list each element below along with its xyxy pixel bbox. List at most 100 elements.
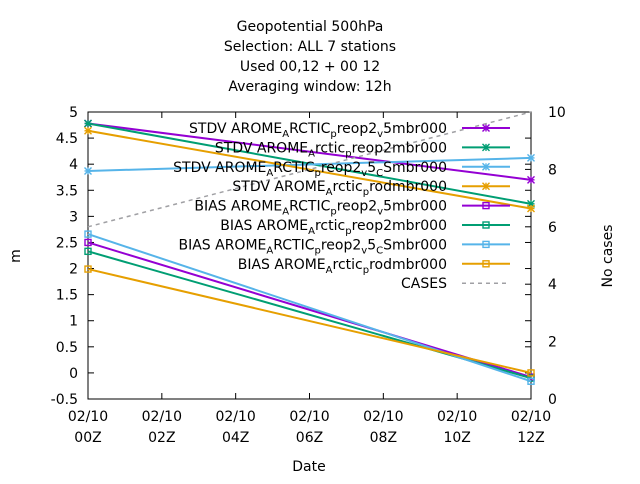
title-line: Selection: ALL 7 stations	[224, 39, 396, 55]
data-point	[84, 247, 92, 256]
legend-label: BIAS AROMEArcticpreop2mbr000	[220, 218, 447, 237]
legend-subscript: C	[376, 245, 383, 256]
legend-text: BIAS AROME	[220, 218, 308, 234]
marker-stroke	[482, 162, 490, 171]
legend-subscript: p	[363, 187, 369, 198]
title-line: Used 00,12 + 00 12	[240, 59, 380, 75]
legend-text: reop2	[321, 237, 361, 253]
legend-marker	[482, 162, 490, 171]
legend-label: BIAS AROMEArcticprodmbr000	[238, 257, 447, 276]
data-point	[84, 166, 92, 175]
y-axis: -0.5 0 0.5 1 1.5 2 2.5 3 3.5 4 4.5 5	[51, 105, 531, 408]
x-tick-label-hour: 08Z	[370, 430, 397, 446]
legend-marker	[482, 240, 490, 249]
y-tick-label: 1	[69, 314, 78, 330]
series-line	[87, 122, 532, 181]
y2-axis-label: No cases	[600, 225, 616, 288]
x-tick-label-date: 02/10	[68, 409, 108, 425]
legend-text: reop2	[321, 160, 361, 176]
x-tick-label-date: 02/10	[363, 409, 403, 425]
x-tick-label-date: 02/10	[142, 409, 182, 425]
legend-label: STDV AROMEArcticpreop2mbr000	[215, 140, 447, 159]
legend-subscript: A	[266, 168, 273, 179]
legend-text: rctic	[333, 257, 363, 273]
legend-text: 5	[367, 237, 376, 253]
legend-text: 5mbr000	[383, 121, 447, 137]
marker-stroke	[84, 166, 92, 175]
y-tick-label: 0	[69, 366, 78, 382]
series-line	[87, 129, 532, 210]
y-tick-label: 4	[69, 157, 78, 173]
legend-subscript: p	[345, 148, 351, 159]
x-tick-label-hour: 12Z	[517, 430, 544, 446]
legend-marker	[482, 260, 490, 268]
y-axis-label: m	[8, 249, 24, 263]
y2-tick-label: 6	[548, 220, 557, 236]
y-tick-label: 5	[69, 105, 78, 121]
legend-marker	[482, 182, 490, 191]
legend-label: STDV AROMEARCTICpreop2v5CSmbr000	[173, 160, 447, 179]
y-tick-label: -0.5	[51, 392, 78, 408]
data-point	[84, 126, 92, 135]
legend-label: STDV AROMEARCTICpreop2v5mbr000	[189, 121, 447, 140]
marker-stroke	[84, 126, 92, 135]
x-tick-label-hour: 10Z	[443, 430, 470, 446]
legend-subscript: p	[315, 168, 321, 179]
marker-stroke	[482, 143, 490, 152]
data-point	[527, 153, 535, 162]
legend-subscript: v	[377, 207, 383, 218]
legend-subscript: A	[282, 129, 289, 140]
y2-tick-label: 10	[548, 105, 566, 121]
legend-subscript: A	[266, 245, 273, 256]
legend-text: rctic	[315, 218, 345, 234]
legend-text: STDV AROME	[173, 160, 266, 176]
legend-text: RCTIC	[273, 237, 314, 253]
legend-text: BIAS AROME	[194, 199, 282, 215]
data-point	[84, 119, 92, 128]
legend-text: BIAS AROME	[178, 237, 266, 253]
y2-tick-label: 2	[548, 335, 557, 351]
x-tick-label-date: 02/10	[437, 409, 477, 425]
marker-stroke	[527, 175, 535, 184]
x-tick-label-date: 02/10	[215, 409, 255, 425]
data-point	[527, 175, 535, 184]
data-point	[84, 265, 92, 273]
legend-text: reop2mbr000	[352, 218, 447, 234]
legend-text: STDV AROME	[189, 121, 282, 137]
data-point	[527, 369, 535, 377]
x-axis: 02/10 00Z 02/10 02Z 02/10 04Z 02/10 06Z 02/10 08Z…	[68, 112, 551, 446]
legend-subscript: A	[282, 207, 289, 218]
y2-tick-label: 8	[548, 162, 557, 178]
data-point	[84, 230, 92, 238]
legend-marker	[482, 143, 490, 152]
legend-subscript: p	[345, 226, 351, 237]
legend-text: rctic	[333, 179, 363, 195]
legend-marker	[482, 201, 490, 210]
legend-text: reop2	[337, 121, 377, 137]
x-tick-label-hour: 02Z	[148, 430, 175, 446]
legend-subscript: p	[315, 245, 321, 256]
series-line	[87, 233, 532, 383]
y-tick-label: 3.5	[56, 183, 78, 199]
x-tick-label-hour: 04Z	[222, 430, 249, 446]
x-tick-label-hour: 06Z	[296, 430, 323, 446]
legend-subscript: A	[308, 148, 315, 159]
x-axis-label: Date	[292, 459, 325, 475]
y-tick-label: 0.5	[56, 340, 78, 356]
legend-text: BIAS AROME	[238, 257, 326, 273]
data-point	[527, 204, 535, 213]
legend-text: 5	[367, 160, 376, 176]
legend-subscript: v	[377, 129, 383, 140]
marker-stroke	[482, 124, 490, 132]
legend-subscript: v	[361, 168, 367, 179]
legend-text: rodmbr000	[369, 179, 447, 195]
y-tick-label: 4.5	[56, 131, 78, 147]
legend-text: STDV AROME	[232, 179, 325, 195]
title-line: Geopotential 500hPa	[237, 19, 384, 35]
legend-text: Smbr000	[383, 160, 447, 176]
legend-subscript: A	[326, 265, 333, 276]
y2-tick-label: 0	[548, 392, 557, 408]
